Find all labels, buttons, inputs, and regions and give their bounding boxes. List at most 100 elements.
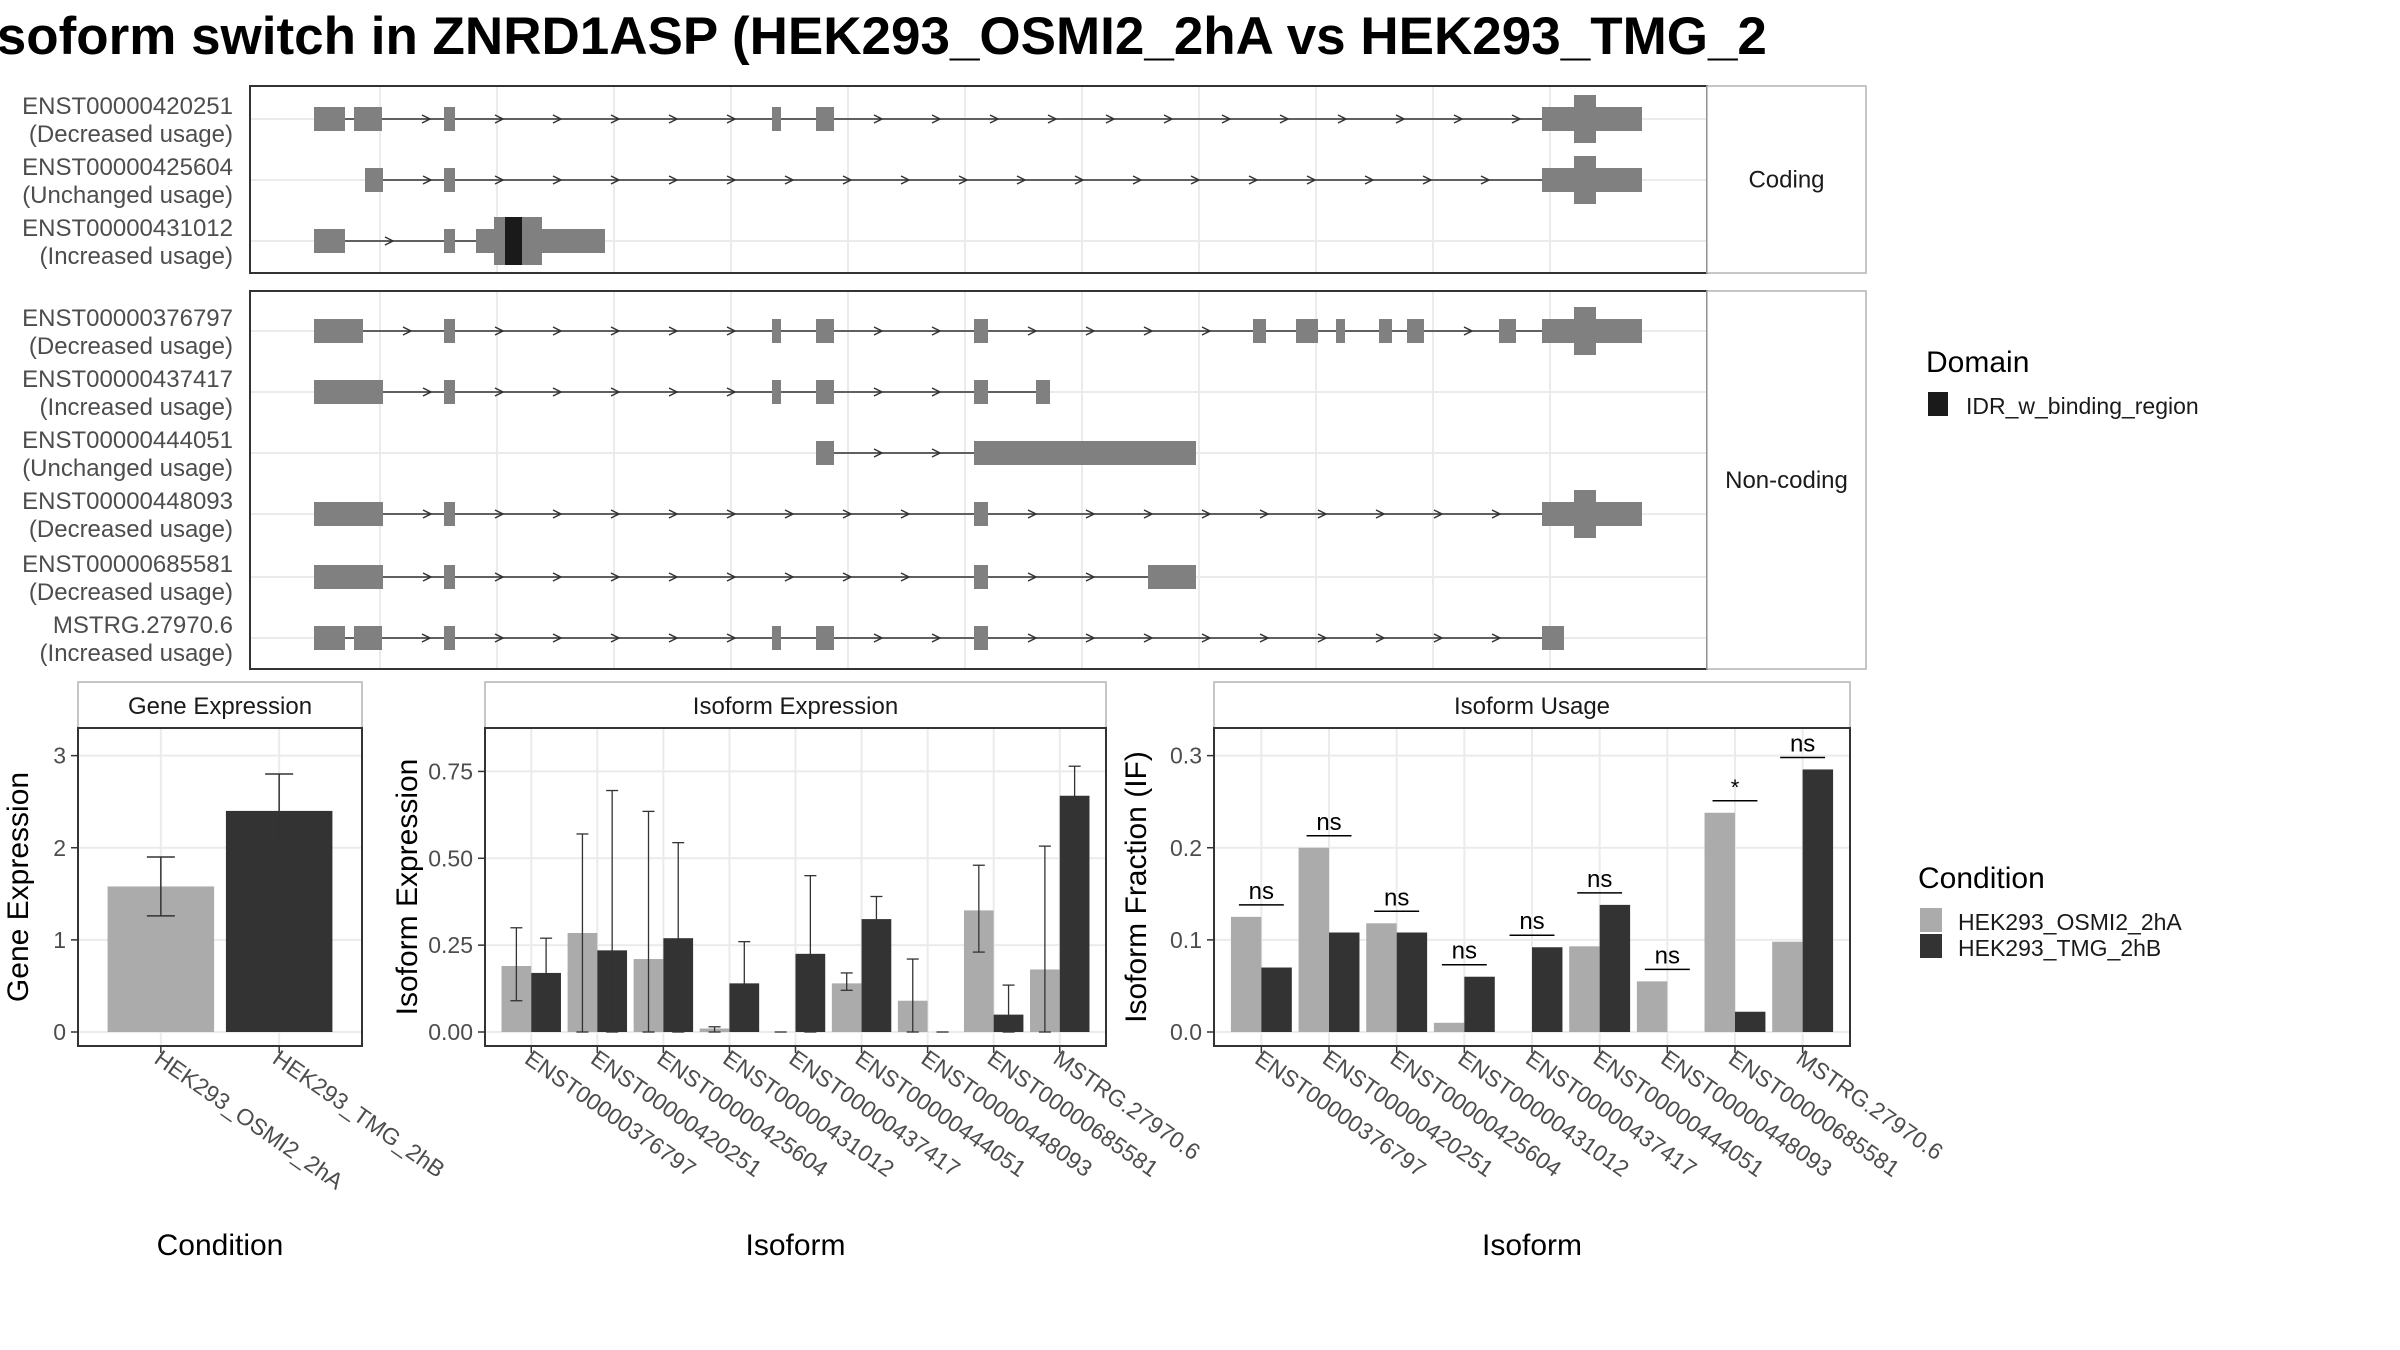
exon: [974, 319, 988, 343]
exon: [1407, 319, 1424, 343]
intron-arrow: [494, 114, 505, 124]
exon: [974, 441, 1196, 465]
domain-idr: [505, 217, 522, 265]
panel-frame: [77, 727, 363, 1047]
chart-title: isoform switch in ZNRD1ASP (HEK293_OSMI2…: [0, 7, 1767, 66]
intron-arrow: [1027, 572, 1038, 582]
intron-arrow: [1279, 114, 1290, 124]
exon: [1336, 319, 1345, 343]
intron-arrow: [931, 448, 942, 458]
intron-arrow: [1463, 326, 1474, 336]
transcript-usage-label: (Increased usage): [40, 243, 233, 270]
exon: [772, 107, 781, 131]
exon: [365, 168, 383, 192]
exon: [772, 626, 781, 650]
y-tick-label: 0.00: [428, 1019, 473, 1045]
significance-label: ns: [1452, 938, 1477, 965]
intron-arrow: [494, 633, 505, 643]
bar: [1433, 1022, 1465, 1032]
intron-arrow: [402, 326, 413, 336]
y-tick-label: 0.3: [1170, 743, 1202, 769]
condition-legend-label: HEK293_TMG_2hB: [1958, 935, 2161, 961]
exon: [314, 565, 383, 589]
transcript-id-label: ENST00000685581: [22, 551, 233, 578]
intron-arrow: [1433, 633, 1444, 643]
intron-arrow: [1491, 633, 1502, 643]
transcript-usage-label: (Decreased usage): [29, 333, 233, 360]
intron-arrow: [726, 572, 737, 582]
transcript-id-label: ENST00000448093: [22, 488, 233, 515]
intron-arrow: [668, 572, 679, 582]
exon: [314, 502, 383, 526]
intron-arrow: [610, 114, 621, 124]
transcript-usage-label: (Decreased usage): [29, 579, 233, 606]
exon: [1036, 380, 1050, 404]
transcript-usage-label: (Unchanged usage): [22, 455, 233, 482]
bar: [1261, 967, 1292, 1032]
bar: [1532, 947, 1563, 1032]
transcript-id-label: MSTRG.27970.6: [53, 612, 233, 639]
intron-arrow: [842, 572, 853, 582]
bar: [1802, 769, 1834, 1032]
intron-arrow: [1132, 175, 1143, 185]
exon: [816, 319, 834, 343]
exon: [354, 626, 382, 650]
intron-arrow: [1027, 509, 1038, 519]
intron-arrow: [1221, 114, 1232, 124]
exon: [772, 319, 781, 343]
intron-arrow: [552, 326, 563, 336]
intron-arrow: [726, 633, 737, 643]
intron-arrow: [552, 387, 563, 397]
exon: [816, 107, 834, 131]
bar: [1704, 812, 1735, 1032]
intron-arrow: [1085, 326, 1096, 336]
intron-arrow: [1511, 114, 1522, 124]
intron-arrow: [1453, 114, 1464, 124]
intron-arrow: [1143, 326, 1154, 336]
transcript-usage-label: (Decreased usage): [29, 516, 233, 543]
x-axis-title: Isoform: [745, 1229, 845, 1262]
transcript-usage-label: (Increased usage): [40, 640, 233, 667]
intron-arrow: [610, 387, 621, 397]
intron-arrow: [610, 326, 621, 336]
intron-arrow: [1491, 509, 1502, 519]
intron-arrow: [931, 387, 942, 397]
intron-arrow: [1375, 509, 1386, 519]
exon: [1148, 565, 1196, 589]
intron-arrow: [931, 326, 942, 336]
intron-arrow: [784, 509, 795, 519]
intron-arrow: [552, 572, 563, 582]
transcript-usage-label: (Increased usage): [40, 394, 233, 421]
intron-arrow: [873, 633, 884, 643]
exon: [444, 319, 455, 343]
intron-arrow: [900, 509, 911, 519]
y-axis-title: Gene Expression: [2, 772, 35, 1002]
intron-arrow: [1016, 175, 1027, 185]
intron-arrow: [1201, 633, 1212, 643]
intron-arrow: [1201, 509, 1212, 519]
significance-label: ns: [1384, 884, 1409, 911]
intron-arrow: [784, 572, 795, 582]
intron-arrow: [494, 387, 505, 397]
exon: [314, 319, 363, 343]
intron-arrow: [1085, 633, 1096, 643]
y-tick-label: 2: [53, 835, 66, 861]
y-tick-label: 0.25: [428, 932, 473, 958]
intron-arrow: [873, 114, 884, 124]
bar: [1734, 1011, 1766, 1032]
intron-arrow: [1395, 114, 1406, 124]
intron-arrow: [422, 387, 433, 397]
bar: [1569, 946, 1600, 1032]
exon: [314, 380, 383, 404]
intron-arrow: [610, 509, 621, 519]
exon-cds: [1574, 490, 1596, 538]
intron-arrow: [1074, 175, 1085, 185]
intron-arrow: [384, 236, 395, 246]
bar: [1772, 941, 1803, 1032]
exon: [1253, 319, 1266, 343]
intron-arrow: [931, 114, 942, 124]
bar: [1599, 904, 1631, 1032]
intron-arrow: [1433, 509, 1444, 519]
condition-legend-swatch: [1920, 908, 1942, 932]
